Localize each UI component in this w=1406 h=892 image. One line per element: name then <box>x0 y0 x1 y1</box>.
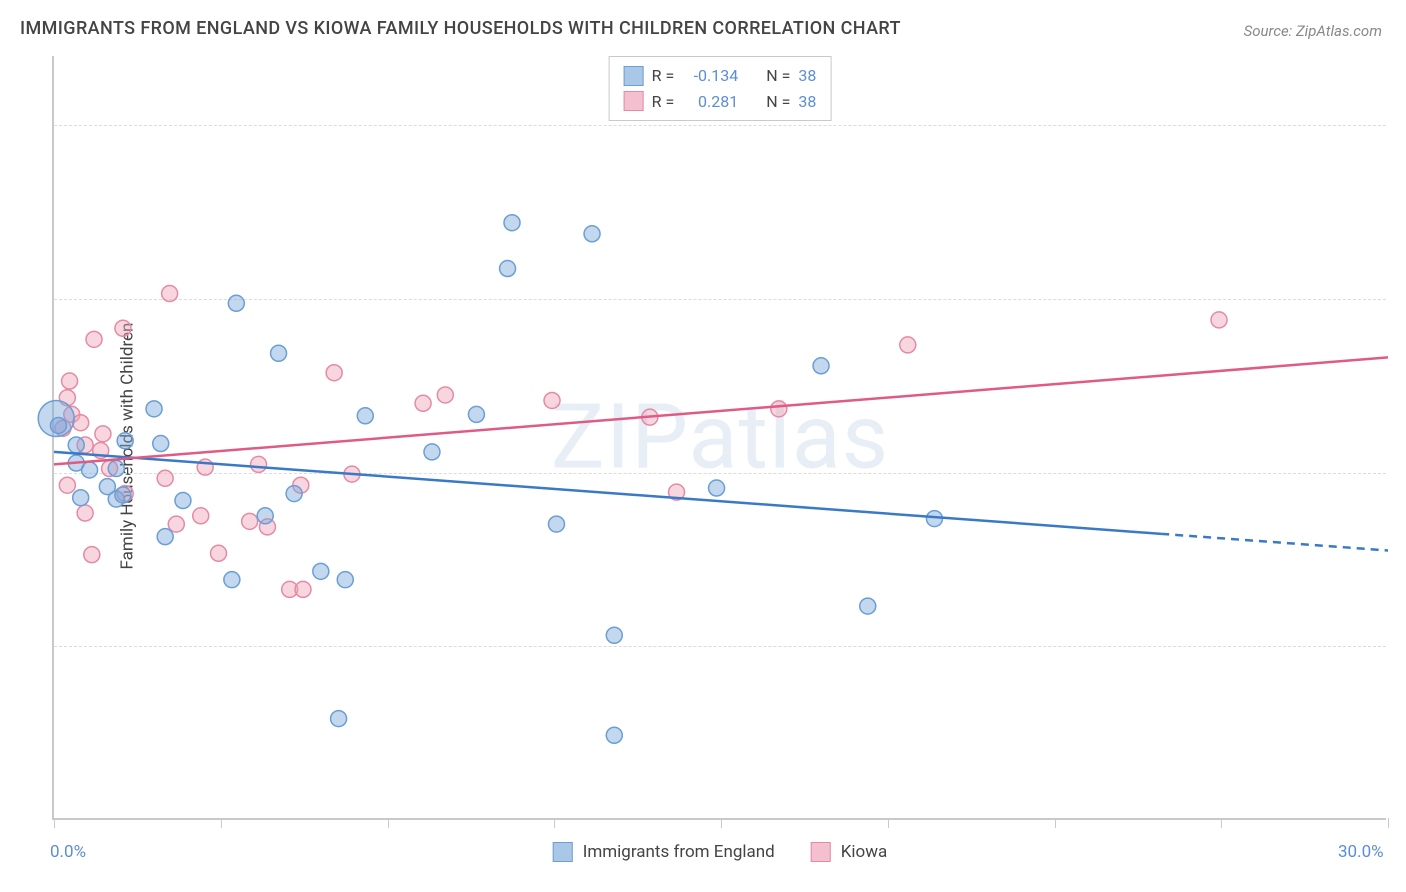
scatter-point <box>313 563 329 579</box>
scatter-point <box>295 581 311 597</box>
scatter-point <box>193 508 209 524</box>
scatter-point <box>168 516 184 532</box>
scatter-point <box>115 320 131 336</box>
legend-label-pink: Kiowa <box>841 842 888 862</box>
scatter-point <box>115 487 131 503</box>
scatter-point <box>900 337 916 353</box>
x-tick <box>554 818 555 828</box>
y-tick-label: 12.5% <box>1392 637 1406 656</box>
plot-area: ZIPatlas 12.5%25.0%37.5%50.0% 0.0%30.0% … <box>52 56 1386 820</box>
legend-row-blue: R = -0.134 N = 38 <box>624 63 817 89</box>
r-label: R = <box>652 89 675 115</box>
source-label: Source: ZipAtlas.com <box>1244 22 1382 40</box>
n-value-pink: 38 <box>798 89 816 115</box>
legend-item-pink: Kiowa <box>811 842 888 862</box>
scatter-point <box>813 358 829 374</box>
scatter-point <box>437 387 453 403</box>
trend-line <box>54 452 1161 534</box>
legend-row-pink: R = 0.281 N = 38 <box>624 89 817 115</box>
x-tick <box>1221 818 1222 828</box>
n-label: N = <box>766 89 790 115</box>
scatter-point <box>544 392 560 408</box>
y-tick-label: 25.0% <box>1392 463 1406 482</box>
scatter-point <box>271 345 287 361</box>
scatter-point <box>257 508 273 524</box>
n-value-blue: 38 <box>798 63 816 89</box>
scatter-point <box>157 470 173 486</box>
scatter-point <box>548 516 564 532</box>
scatter-point <box>62 373 78 389</box>
legend-correlation-box: R = -0.134 N = 38 R = 0.281 N = 38 <box>609 56 832 121</box>
scatter-point <box>251 456 267 472</box>
chart-container: IMMIGRANTS FROM ENGLAND VS KIOWA FAMILY … <box>0 0 1406 892</box>
y-tick-label: 37.5% <box>1392 290 1406 309</box>
scatter-point <box>424 444 440 460</box>
legend-swatch-pink <box>811 842 831 862</box>
scatter-point <box>331 711 347 727</box>
scatter-point <box>500 261 516 277</box>
scatter-point <box>709 480 725 496</box>
x-tick <box>721 818 722 828</box>
scatter-point <box>162 286 178 302</box>
scatter-point <box>157 529 173 545</box>
scatter-point <box>584 226 600 242</box>
legend-swatch-blue <box>553 842 573 862</box>
x-tick <box>1388 818 1389 828</box>
x-tick-label: 30.0% <box>1338 842 1384 862</box>
scatter-point <box>606 627 622 643</box>
scatter-point <box>860 598 876 614</box>
x-tick <box>1055 818 1056 828</box>
y-tick-label: 50.0% <box>1392 116 1406 135</box>
r-value-blue: -0.134 <box>682 63 738 89</box>
scatter-point <box>117 433 133 449</box>
scatter-point <box>357 408 373 424</box>
x-tick <box>221 818 222 828</box>
legend-swatch-blue <box>624 66 644 86</box>
legend-item-blue: Immigrants from England <box>553 842 775 862</box>
trend-line <box>1161 534 1388 551</box>
scatter-point <box>50 417 66 433</box>
scatter-point <box>153 436 169 452</box>
scatter-point <box>468 406 484 422</box>
scatter-point <box>77 505 93 521</box>
scatter-point <box>82 462 98 478</box>
scatter-point <box>771 401 787 417</box>
scatter-point <box>84 547 100 563</box>
scatter-point <box>224 572 240 588</box>
scatter-point <box>95 426 111 442</box>
scatter-point <box>211 545 227 561</box>
scatter-plot <box>54 56 1386 818</box>
x-tick-label: 0.0% <box>50 842 86 862</box>
scatter-point <box>86 331 102 347</box>
scatter-point <box>1211 312 1227 328</box>
x-tick <box>388 818 389 828</box>
scatter-point <box>59 477 75 493</box>
scatter-point <box>68 437 84 453</box>
scatter-point <box>108 461 124 477</box>
scatter-point <box>146 401 162 417</box>
scatter-point <box>337 572 353 588</box>
legend-label-blue: Immigrants from England <box>583 842 775 862</box>
scatter-point <box>606 727 622 743</box>
scatter-point <box>228 295 244 311</box>
scatter-point <box>73 490 89 506</box>
r-value-pink: 0.281 <box>682 89 738 115</box>
legend-swatch-pink <box>624 91 644 111</box>
x-tick <box>888 818 889 828</box>
r-label: R = <box>652 63 675 89</box>
chart-title: IMMIGRANTS FROM ENGLAND VS KIOWA FAMILY … <box>20 18 901 39</box>
scatter-point <box>415 395 431 411</box>
scatter-point <box>175 493 191 509</box>
scatter-point <box>73 415 89 431</box>
x-tick <box>54 818 55 828</box>
legend-series: Immigrants from England Kiowa <box>553 842 888 862</box>
scatter-point <box>504 215 520 231</box>
n-label: N = <box>766 63 790 89</box>
trend-line <box>54 357 1388 464</box>
scatter-point <box>242 513 258 529</box>
scatter-point <box>286 486 302 502</box>
scatter-point <box>326 365 342 381</box>
